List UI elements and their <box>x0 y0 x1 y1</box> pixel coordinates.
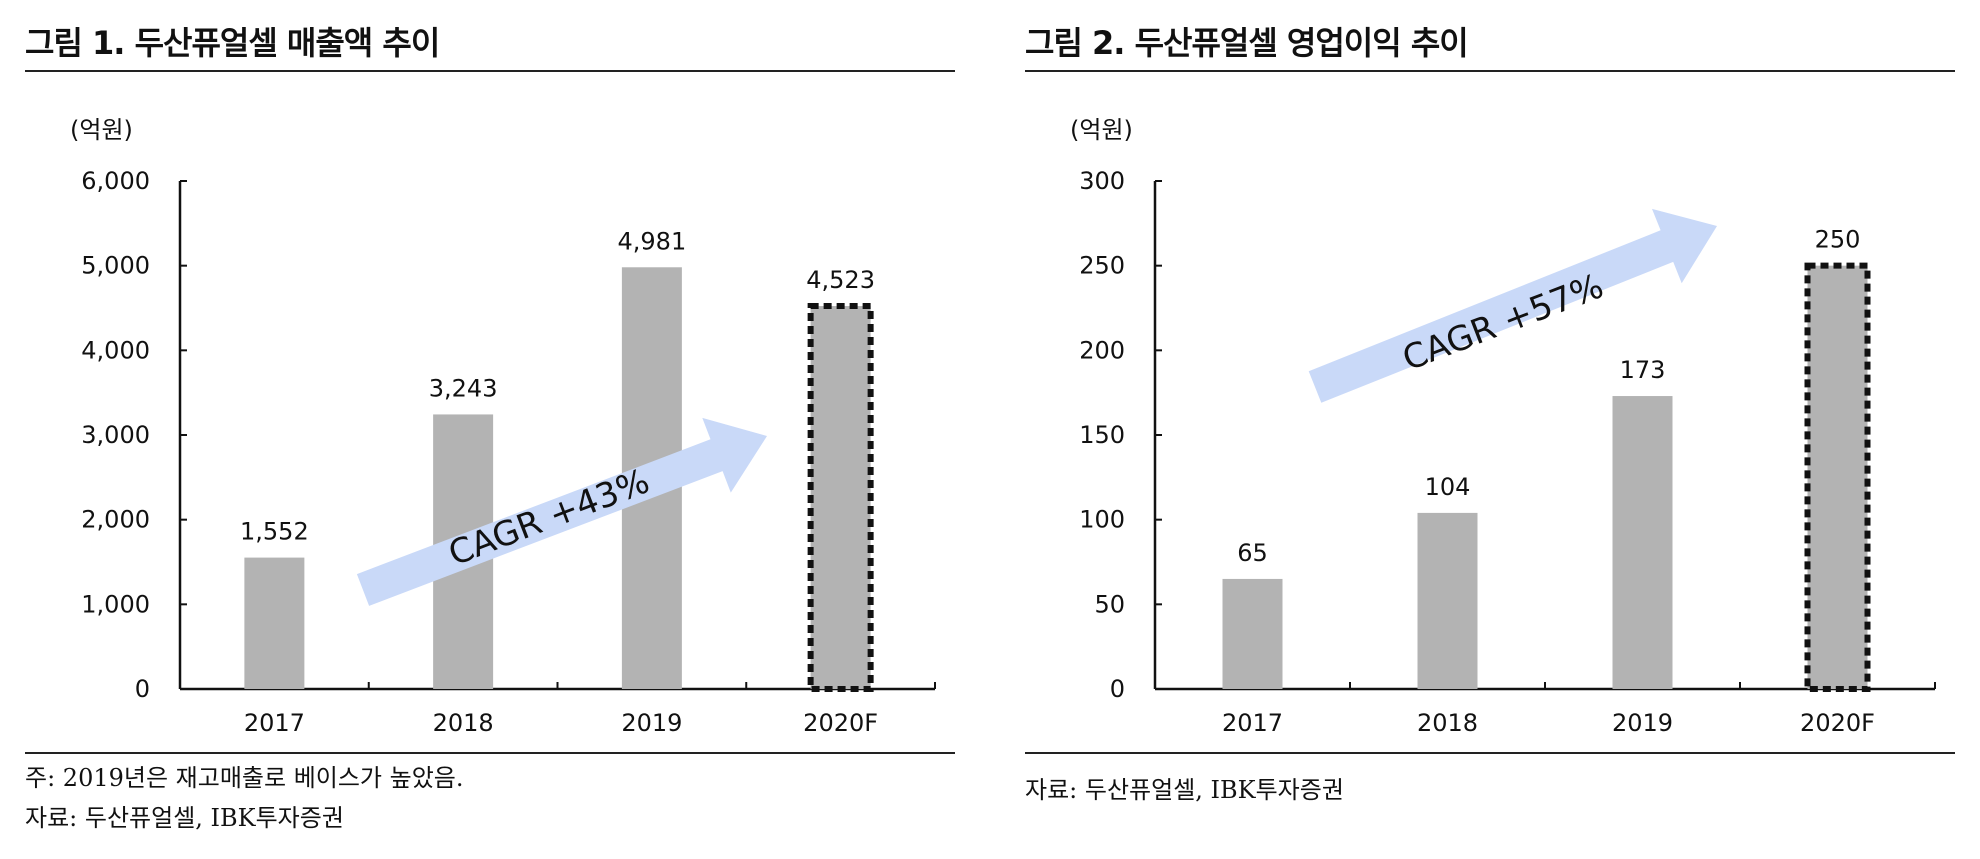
data-label: 4,981 <box>618 227 687 255</box>
bar <box>1417 512 1478 689</box>
revenue-bar-chart: 0 1,000 2,000 3,000 4,000 5,000 6,000 1,552 2017… <box>81 167 936 737</box>
x-tick-label: 2020F <box>803 709 878 737</box>
x-tick-label: 2017 <box>244 709 305 737</box>
chart-title: 그림 2. 두산퓨얼셀 영업이익 추이 <box>1025 24 1469 62</box>
y-tick-label: 5,000 <box>81 252 150 280</box>
bar <box>1222 578 1283 689</box>
x-tick-label: 2018 <box>433 709 494 737</box>
cagr-arrow-icon <box>356 417 767 606</box>
y-tick-label: 100 <box>1079 506 1125 534</box>
title-rule <box>1025 70 1955 72</box>
x-tick-label: 2020F <box>1800 709 1875 737</box>
data-label: 3,243 <box>429 374 498 402</box>
chart-panel-revenue: 그림 1. 두산퓨얼셀 매출액 추이 (억원) 0 1,000 2,000 3,000… <box>25 0 955 859</box>
unit-label: (억원) <box>1070 116 1133 144</box>
x-tick-label: 2018 <box>1417 709 1478 737</box>
data-label: 250 <box>1815 226 1861 254</box>
data-label: 104 <box>1425 473 1471 501</box>
unit-label: (억원) <box>70 116 133 144</box>
y-tick-label: 200 <box>1079 336 1125 364</box>
footnote: 주: 2019년은 재고매출로 베이스가 높았음. <box>25 764 464 792</box>
y-tick-label: 0 <box>1110 675 1125 703</box>
y-tick-label: 0 <box>135 675 150 703</box>
y-tick-label: 2,000 <box>81 506 150 534</box>
operating-profit-bar-chart: 0 50 100 150 200 250 300 65 2017 104 2018 173 2019 25… <box>1079 167 1936 737</box>
notes-rule <box>1025 752 1955 754</box>
title-rule <box>25 70 955 72</box>
y-tick-label: 150 <box>1079 421 1125 449</box>
y-tick-label: 50 <box>1094 590 1125 618</box>
notes: 주: 2019년은 재고매출로 베이스가 높았음. 자료: 두산퓨얼셀, IBK… <box>25 758 464 838</box>
data-label: 173 <box>1620 356 1666 384</box>
bar <box>1612 396 1673 689</box>
cagr-arrow-icon <box>1308 208 1717 403</box>
bar-forecast <box>1804 262 1871 693</box>
y-tick-label: 6,000 <box>81 167 150 195</box>
data-label: 4,523 <box>806 266 875 294</box>
x-tick-label: 2017 <box>1222 709 1283 737</box>
chart-title: 그림 1. 두산퓨얼셀 매출액 추이 <box>25 24 440 62</box>
notes: 자료: 두산퓨얼셀, IBK투자증권 <box>1025 770 1344 810</box>
source-note: 자료: 두산퓨얼셀, IBK투자증권 <box>1025 776 1344 804</box>
x-tick-label: 2019 <box>621 709 682 737</box>
notes-rule <box>25 752 955 754</box>
y-tick-label: 250 <box>1079 252 1125 280</box>
source-note: 자료: 두산퓨얼셀, IBK투자증권 <box>25 804 344 832</box>
y-tick-label: 1,000 <box>81 590 150 618</box>
chart-panel-operating-profit: 그림 2. 두산퓨얼셀 영업이익 추이 (억원) 0 50 100 150 200 250… <box>1025 0 1955 859</box>
y-tick-label: 4,000 <box>81 336 150 364</box>
data-label: 1,552 <box>240 518 309 546</box>
cagr-annotation: CAGR +57% <box>1397 266 1609 379</box>
bar-forecast <box>807 303 874 692</box>
data-label: 65 <box>1237 539 1268 567</box>
y-tick-label: 3,000 <box>81 421 150 449</box>
x-tick-label: 2019 <box>1612 709 1673 737</box>
bar <box>244 557 305 689</box>
y-tick-label: 300 <box>1079 167 1125 195</box>
